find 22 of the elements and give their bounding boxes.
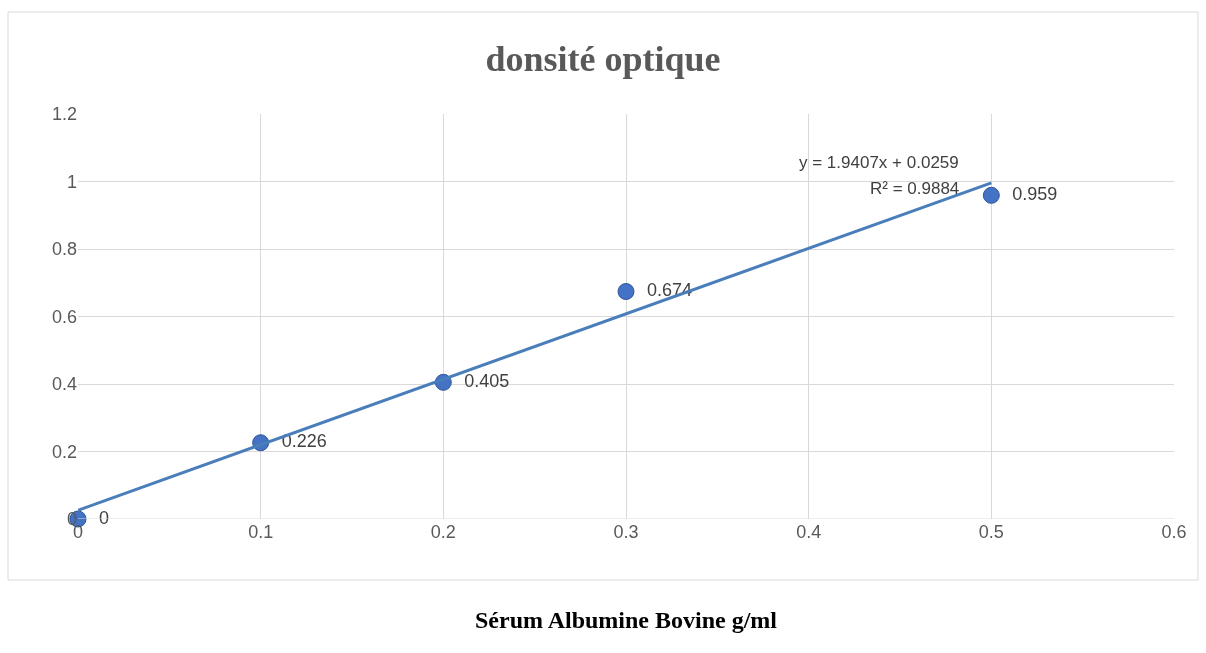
x-tick-label: 0.1 xyxy=(248,522,274,542)
x-tick-label: 0.4 xyxy=(796,522,822,542)
x-tick-label: 0.3 xyxy=(613,522,639,542)
data-label: 0.959 xyxy=(1002,183,1058,204)
annotation: R² = 0.9884 xyxy=(870,179,960,198)
point xyxy=(617,283,635,301)
point xyxy=(982,186,1000,204)
y-tick-label: 1.2 xyxy=(51,104,77,125)
y-tick-label: 0.6 xyxy=(51,306,77,327)
annotation: y = 1.9407x + 0.0259 xyxy=(799,153,959,172)
x-axis-title: Sérum Albumine Bovine g/ml xyxy=(474,607,778,634)
x-tick-label: 0.2 xyxy=(430,522,456,542)
chart-title: donsité optique xyxy=(485,38,721,79)
y-tick-label: 0.4 xyxy=(51,374,77,395)
x-tick-label: 0.5 xyxy=(978,522,1004,542)
data-label: 0 xyxy=(89,507,110,528)
y-tick-label: 1 xyxy=(66,171,77,192)
x-tick-label: 0.6 xyxy=(1161,522,1187,542)
data-label: 0.226 xyxy=(271,431,327,452)
data-label: 0.405 xyxy=(454,370,510,391)
y-tick-label: 0.8 xyxy=(51,239,77,260)
y-tick-label: 0.2 xyxy=(51,441,77,462)
